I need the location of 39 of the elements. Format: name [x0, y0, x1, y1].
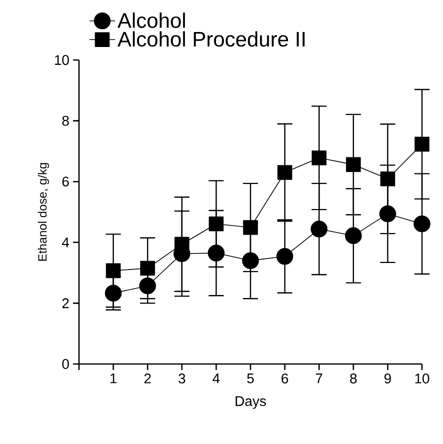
y-axis-title: Ethanol dose, g/kg [38, 163, 50, 261]
legend-label: Alcohol Procedure II [118, 31, 305, 47]
x-tick-label: 8 [350, 374, 357, 384]
y-tick-label: 8 [62, 116, 69, 126]
point [276, 248, 294, 265]
point [380, 171, 396, 186]
y-tick-label: 6 [62, 176, 69, 187]
point [310, 220, 328, 238]
point [208, 216, 224, 232]
point [208, 244, 225, 262]
point [346, 157, 361, 172]
point [414, 215, 430, 232]
point [140, 260, 155, 276]
x-tick-label: 6 [282, 374, 288, 384]
point [174, 236, 190, 252]
point [243, 220, 258, 235]
point [106, 263, 121, 278]
x-tick-label: 10 [415, 374, 430, 384]
point [139, 277, 156, 294]
x-tick-label: 1 [110, 374, 117, 384]
point [379, 205, 396, 222]
point [242, 252, 259, 270]
point [312, 150, 326, 166]
legend-label: Alcohol [118, 12, 185, 28]
x-tick-label: 7 [316, 374, 322, 384]
y-tick-label: 10 [54, 55, 69, 65]
y-tick-label: 4 [62, 238, 70, 248]
point [344, 227, 362, 244]
y-tick-label: 0 [62, 359, 69, 369]
y-tick-label: 2 [62, 298, 69, 308]
x-tick-label: 9 [384, 374, 391, 384]
point [414, 136, 430, 152]
x-tick-label: 4 [212, 374, 220, 384]
x-tick-label: 2 [144, 374, 151, 384]
point [277, 165, 292, 180]
x-tick-label: 3 [178, 374, 186, 384]
point [104, 284, 122, 302]
x-axis-title: Days [236, 396, 266, 409]
x-tick-label: 5 [247, 374, 254, 384]
